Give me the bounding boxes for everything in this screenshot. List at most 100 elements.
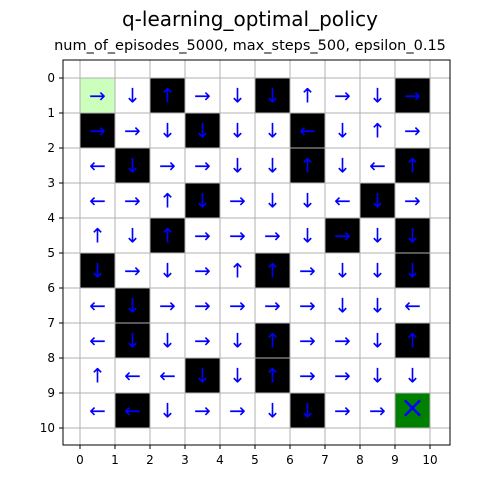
policy-arrow-0-8: ↓ — [369, 84, 386, 108]
cell-9-6 — [290, 393, 325, 428]
policy-arrow-8-3: ↓ — [194, 364, 211, 388]
cell-9-7 — [325, 393, 360, 428]
cell-6-2 — [150, 288, 185, 323]
policy-arrow-1-4: ↓ — [229, 119, 246, 143]
cell-8-7 — [325, 358, 360, 393]
x-tick-label-10: 10 — [422, 453, 437, 467]
cell-0-8 — [360, 78, 395, 113]
cell-1-7 — [325, 113, 360, 148]
cell-2-7 — [325, 148, 360, 183]
policy-arrow-0-0: → — [89, 84, 106, 108]
cell-5-5 — [255, 253, 290, 288]
policy-arrow-9-8: → — [369, 399, 386, 423]
policy-arrow-9-3: → — [194, 399, 211, 423]
policy-arrow-5-0: ↓ — [89, 259, 106, 283]
policy-arrow-4-0: ↑ — [89, 224, 106, 248]
policy-arrow-7-0: ← — [89, 329, 106, 353]
cell-7-6 — [290, 323, 325, 358]
policy-arrow-5-2: ↓ — [159, 259, 176, 283]
policy-arrow-8-4: ↓ — [229, 364, 246, 388]
policy-arrow-9-5: ↓ — [264, 399, 281, 423]
cell-7-2 — [150, 323, 185, 358]
policy-arrow-6-5: → — [264, 294, 281, 318]
policy-arrow-0-7: → — [334, 84, 351, 108]
cell-0-9 — [395, 78, 430, 113]
policy-arrow-7-4: ↓ — [229, 329, 246, 353]
y-tick-label-2: 2 — [47, 141, 55, 155]
policy-arrow-8-2: ← — [159, 364, 176, 388]
cell-8-8 — [360, 358, 395, 393]
cell-0-6 — [290, 78, 325, 113]
cell-9-0 — [80, 393, 115, 428]
cell-9-1 — [115, 393, 150, 428]
policy-arrow-9-0: ← — [89, 399, 106, 423]
policy-arrow-1-7: ↓ — [334, 119, 351, 143]
cell-4-0 — [80, 218, 115, 253]
y-tick-label-9: 9 — [47, 386, 55, 400]
x-tick-label-9: 9 — [391, 453, 399, 467]
cell-0-7 — [325, 78, 360, 113]
policy-arrow-8-8: ↓ — [369, 364, 386, 388]
x-tick-label-6: 6 — [286, 453, 294, 467]
policy-arrow-5-6: → — [299, 259, 316, 283]
x-tick-label-2: 2 — [146, 453, 154, 467]
cell-9-8 — [360, 393, 395, 428]
cell-7-0 — [80, 323, 115, 358]
cell-4-5 — [255, 218, 290, 253]
cell-2-6 — [290, 148, 325, 183]
policy-arrow-4-9: ↓ — [404, 224, 421, 248]
policy-arrow-7-8: ↓ — [369, 329, 386, 353]
cell-4-3 — [185, 218, 220, 253]
cell-7-1 — [115, 323, 150, 358]
policy-arrow-4-7: → — [334, 224, 351, 248]
cell-4-7 — [325, 218, 360, 253]
cell-3-7 — [325, 183, 360, 218]
cell-8-9 — [395, 358, 430, 393]
cell-3-6 — [290, 183, 325, 218]
policy-arrow-5-3: → — [194, 259, 211, 283]
cell-6-3 — [185, 288, 220, 323]
cell-7-8 — [360, 323, 395, 358]
policy-arrow-2-6: ↑ — [299, 154, 316, 178]
policy-arrow-6-7: ↓ — [334, 294, 351, 318]
policy-arrow-6-4: → — [229, 294, 246, 318]
cell-2-3 — [185, 148, 220, 183]
policy-arrow-0-1: ↓ — [124, 84, 141, 108]
cell-6-7 — [325, 288, 360, 323]
cell-5-2 — [150, 253, 185, 288]
cell-3-3 — [185, 183, 220, 218]
y-tick-label-10: 10 — [40, 421, 55, 435]
cell-9-4 — [220, 393, 255, 428]
cell-4-1 — [115, 218, 150, 253]
y-tick-label-6: 6 — [47, 281, 55, 295]
policy-arrow-5-4: ↑ — [229, 259, 246, 283]
policy-arrow-1-9: → — [404, 119, 421, 143]
policy-arrow-2-1: ↓ — [124, 154, 141, 178]
cell-4-4 — [220, 218, 255, 253]
cell-1-3 — [185, 113, 220, 148]
cell-1-2 — [150, 113, 185, 148]
policy-arrow-4-1: ↓ — [124, 224, 141, 248]
policy-arrow-3-6: ↓ — [299, 189, 316, 213]
cell-4-9 — [395, 218, 430, 253]
policy-arrow-3-2: ↑ — [159, 189, 176, 213]
cell-3-8 — [360, 183, 395, 218]
policy-arrow-2-5: ↓ — [264, 154, 281, 178]
cell-9-9 — [395, 393, 430, 428]
x-tick-label-8: 8 — [356, 453, 364, 467]
policy-arrow-1-6: ← — [299, 119, 316, 143]
policy-arrow-0-3: → — [194, 84, 211, 108]
policy-arrow-3-5: ↓ — [264, 189, 281, 213]
policy-arrow-2-9: ↑ — [404, 154, 421, 178]
cell-1-6 — [290, 113, 325, 148]
y-tick-label-8: 8 — [47, 351, 55, 365]
cell-1-1 — [115, 113, 150, 148]
policy-arrow-8-1: ← — [124, 364, 141, 388]
x-tick-label-1: 1 — [111, 453, 119, 467]
x-tick-label-7: 7 — [321, 453, 329, 467]
policy-arrow-8-5: ↑ — [264, 364, 281, 388]
chart-title: q-learning_optimal_policy — [121, 7, 378, 31]
policy-arrow-8-7: → — [334, 364, 351, 388]
policy-arrow-9-1: ← — [124, 399, 141, 423]
